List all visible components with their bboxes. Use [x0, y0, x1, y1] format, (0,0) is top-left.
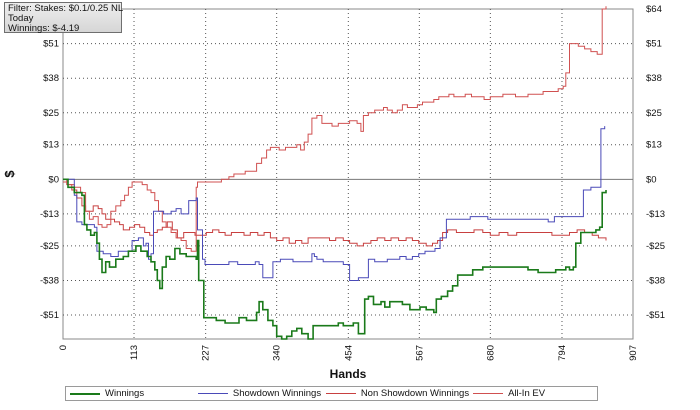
legend-swatch: [325, 393, 356, 394]
y-tick-label-left: $0: [48, 174, 59, 185]
x-tick-label: 680: [485, 345, 496, 361]
x-axis-title: Hands: [330, 367, 367, 381]
legend-swatch: [70, 392, 100, 395]
y-tick-label-left: $13: [43, 140, 59, 151]
series-line-non-showdown-winnings: [63, 178, 607, 247]
legend: Winnings Showdown Winnings Non Showdown Wi…: [65, 386, 598, 401]
x-tick-label: 227: [201, 345, 212, 361]
legend-item-winnings: Winnings: [66, 388, 194, 399]
series-line-showdown-winnings: [63, 126, 606, 281]
x-tick-label: 907: [628, 345, 639, 361]
x-tick-label: 794: [557, 345, 568, 361]
y-tick-label-right: $51: [646, 39, 662, 50]
filter-stakes-text: Filter: Stakes: $0.1/0.25 NL: [8, 3, 124, 14]
legend-label: All-In EV: [508, 388, 546, 399]
x-tick-label: 567: [414, 345, 425, 361]
y-tick-label-right: -$51: [646, 310, 665, 321]
y-tick-label-right: $0: [646, 174, 657, 185]
y-tick-label-left: $38: [43, 73, 59, 84]
y-tick-label-left: $51: [43, 39, 59, 50]
y-tick-label-right: -$13: [646, 209, 665, 220]
tick-labels: 0 113 227 340 454 567 680 794 907 $51 $38 $25 $13 $0 -…: [40, 4, 665, 361]
legend-label: Non Showdown Winnings: [360, 388, 470, 399]
filter-winnings-text: Winnings: $-4.19: [8, 23, 80, 34]
x-tick-label: 340: [272, 345, 283, 361]
plot-area: [62, 8, 634, 340]
y-tick-label-right: $38: [646, 73, 662, 84]
y-tick-label-left: -$13: [40, 209, 59, 220]
series-line-all-in-ev: [63, 6, 607, 252]
x-tick-label: 113: [129, 345, 140, 360]
x-tick-label: 0: [58, 345, 69, 350]
series-layer: [63, 6, 607, 340]
series-line-winnings: [63, 178, 607, 340]
y-tick-label-right: -$38: [646, 275, 665, 286]
y-tick-label-left: -$25: [40, 241, 59, 252]
y-tick-label-right: $25: [646, 108, 662, 119]
y-axis-title: $: [2, 170, 17, 178]
gridlines: [63, 9, 633, 339]
y-tick-label-left: -$51: [40, 310, 59, 321]
legend-label: Showdown Winnings: [232, 388, 322, 399]
y-tick-label-right: $64: [646, 4, 662, 15]
filter-info-box: Filter: Stakes: $0.1/0.25 NL Today Winni…: [4, 2, 124, 34]
legend-swatch: [197, 393, 228, 394]
y-tick-label-left: -$38: [40, 275, 59, 286]
filter-date-text: Today: [8, 13, 34, 24]
legend-item-showdown-winnings: Showdown Winnings: [194, 388, 322, 399]
legend-item-all-in-ev: All-In EV: [469, 388, 597, 399]
y-tick-label-right: -$25: [646, 241, 665, 252]
legend-item-non-showdown-winnings: Non Showdown Winnings: [322, 388, 469, 399]
y-tick-label-left: $25: [43, 108, 59, 119]
y-tick-label-right: $13: [646, 140, 662, 151]
legend-swatch: [473, 393, 504, 394]
x-tick-label: 454: [343, 345, 354, 361]
legend-label: Winnings: [105, 388, 145, 399]
